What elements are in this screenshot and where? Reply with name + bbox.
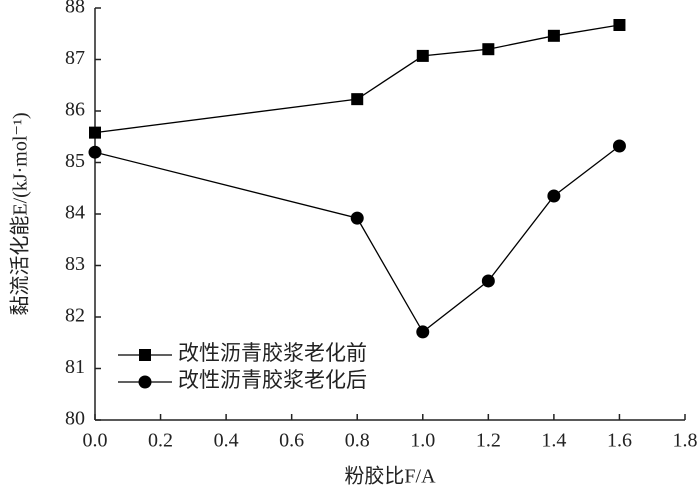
data-point [351, 93, 364, 106]
y-axis-label: 黏流活化能E/(kJ·mol⁻¹) [9, 112, 32, 315]
x-tick-label: 0.2 [148, 430, 173, 452]
legend-label: 改性沥青胶浆老化前 [178, 341, 367, 365]
y-tick-label: 85 [65, 150, 85, 172]
legend-label: 改性沥青胶浆老化后 [178, 368, 367, 392]
data-point [89, 126, 101, 139]
data-point [481, 274, 495, 288]
x-axis-label: 粉胶比F/A [344, 465, 436, 488]
data-point [350, 211, 364, 225]
x-tick-label: 1.4 [541, 430, 566, 452]
data-point [482, 43, 495, 56]
data-point [612, 139, 626, 153]
y-tick-label: 87 [65, 47, 85, 69]
series-line [94, 24, 620, 134]
legend-marker [139, 349, 151, 361]
y-tick-label: 84 [65, 202, 85, 224]
x-tick-label: 0.6 [279, 430, 304, 452]
y-tick-label: 86 [65, 99, 85, 121]
y-tick-label: 88 [65, 0, 85, 18]
data-point [416, 325, 430, 339]
x-tick-label: 0.4 [214, 430, 239, 452]
y-tick-label: 80 [65, 408, 85, 430]
data-point [547, 189, 561, 203]
x-tick-label: 0.0 [83, 430, 108, 452]
series-line [94, 145, 620, 333]
data-point [547, 29, 560, 42]
y-tick-label: 81 [65, 356, 85, 378]
data-point [88, 145, 102, 159]
x-tick-label: 1.0 [410, 430, 435, 452]
x-tick-label: 1.8 [673, 430, 698, 452]
data-point [416, 49, 429, 62]
x-tick-label: 1.2 [476, 430, 501, 452]
legend-marker [138, 375, 152, 389]
data-point [613, 18, 626, 31]
x-tick-label: 0.8 [345, 430, 370, 452]
y-tick-label: 82 [65, 305, 85, 327]
x-tick-label: 1.6 [607, 430, 632, 452]
y-tick-label: 83 [65, 253, 85, 275]
